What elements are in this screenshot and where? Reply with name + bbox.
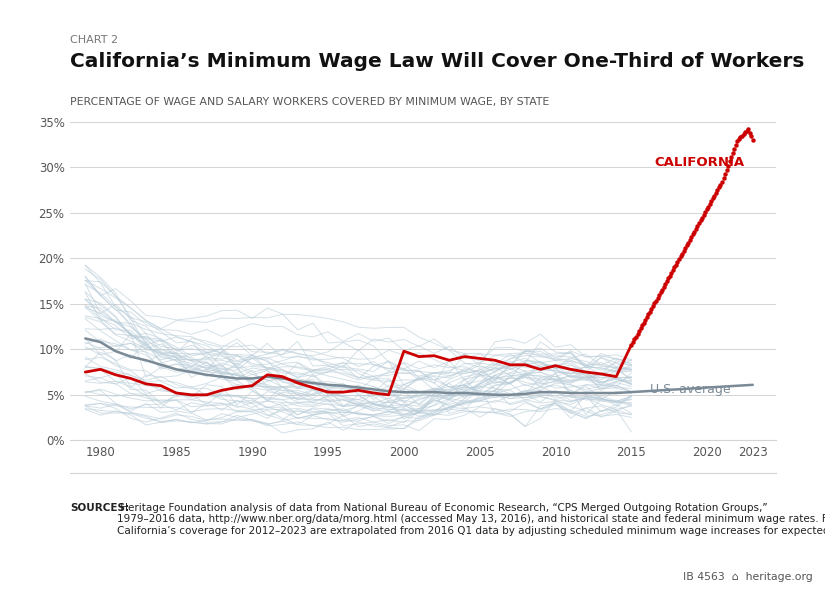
Text: California’s Minimum Wage Law Will Cover One-Third of Workers: California’s Minimum Wage Law Will Cover… bbox=[70, 52, 804, 71]
Text: IB 4563  ⌂  heritage.org: IB 4563 ⌂ heritage.org bbox=[683, 572, 813, 582]
Text: CHART 2: CHART 2 bbox=[70, 35, 118, 45]
Text: CALIFORNIA: CALIFORNIA bbox=[654, 156, 744, 170]
Text: Heritage Foundation analysis of data from National Bureau of Economic Research, : Heritage Foundation analysis of data fro… bbox=[117, 503, 825, 536]
Text: PERCENTAGE OF WAGE AND SALARY WORKERS COVERED BY MINIMUM WAGE, BY STATE: PERCENTAGE OF WAGE AND SALARY WORKERS CO… bbox=[70, 97, 549, 107]
Text: U.S. average: U.S. average bbox=[649, 383, 730, 396]
Text: SOURCES:: SOURCES: bbox=[70, 503, 130, 513]
